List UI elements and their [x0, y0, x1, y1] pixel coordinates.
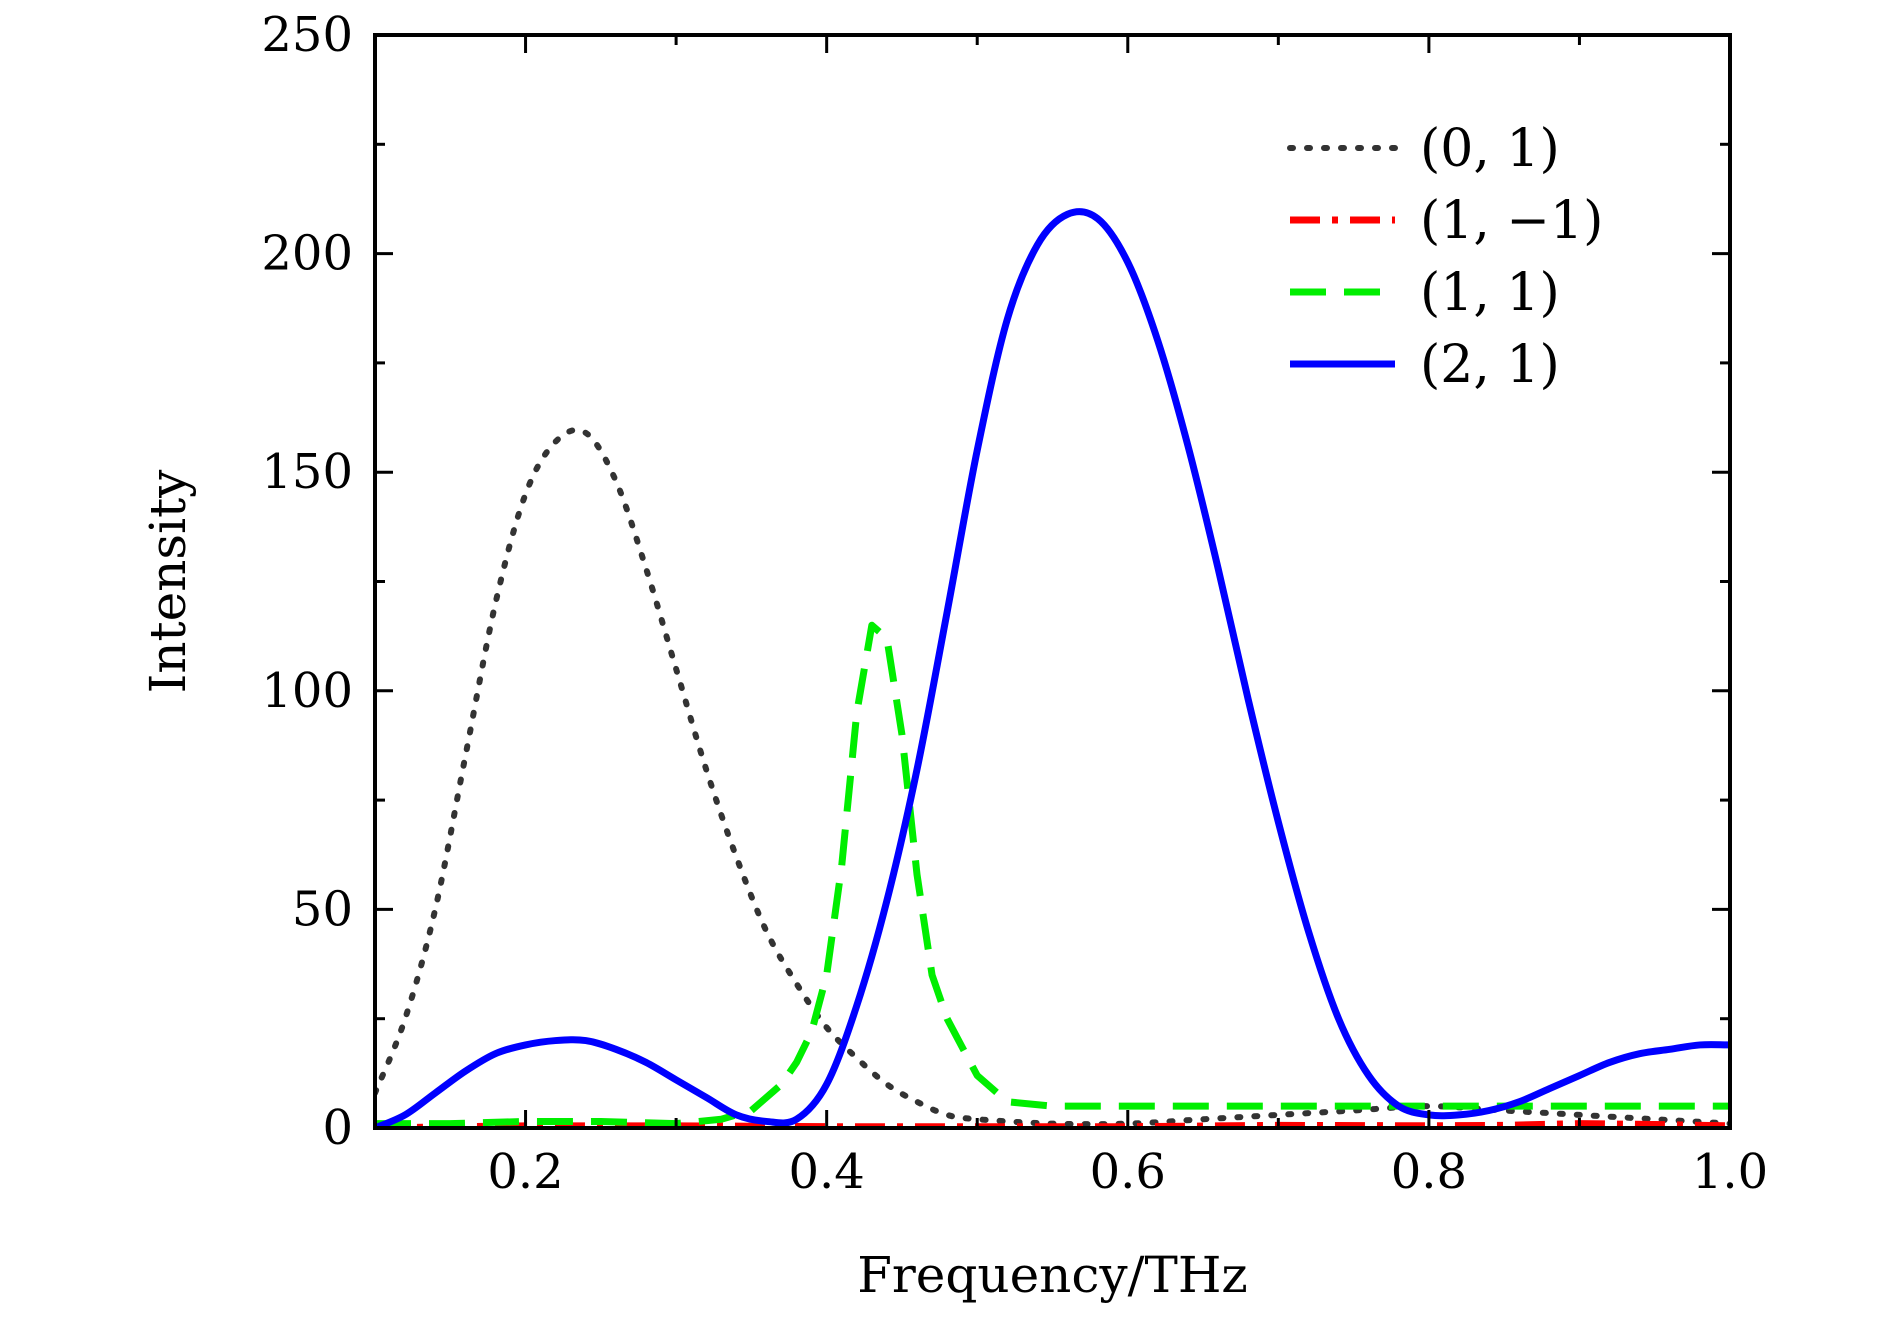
series-line-1 — [375, 427, 1730, 1128]
tick-layer: 0.2 0.4 0.6 0.8 1.0 0 50 100 150 200 250 — [261, 7, 1768, 1200]
y-axis-label: Intensity — [139, 469, 197, 694]
x-tick-label: 0.4 — [788, 1144, 864, 1200]
x-tick-label: 0.6 — [1090, 1144, 1166, 1200]
y-tick-label: 100 — [261, 663, 353, 719]
x-tick-label: 0.8 — [1391, 1144, 1467, 1200]
y-tick-label: 200 — [261, 226, 353, 282]
y-tick-label: 250 — [261, 7, 353, 63]
series-layer — [375, 208, 1730, 1128]
x-tick-label: 1.0 — [1692, 1144, 1768, 1200]
series-line-3 — [375, 621, 1730, 1128]
legend-label-4: (2, 1) — [1420, 335, 1560, 395]
legend-label-2: (1, −1) — [1420, 191, 1603, 251]
legend-label-3: (1, 1) — [1420, 263, 1560, 323]
y-tick-label: 150 — [261, 444, 353, 500]
legend-label-1: (0, 1) — [1420, 119, 1560, 179]
y-tick-label: 0 — [322, 1100, 353, 1156]
series-line-4 — [375, 208, 1730, 1128]
legend: (0, 1) (1, −1) (1, 1) (2, 1) — [1287, 119, 1603, 395]
series-line-2 — [375, 1120, 1730, 1128]
x-axis-label: Frequency/THz — [857, 1246, 1248, 1304]
x-tick-label: 0.2 — [487, 1144, 563, 1200]
y-tick-label: 50 — [292, 881, 353, 937]
